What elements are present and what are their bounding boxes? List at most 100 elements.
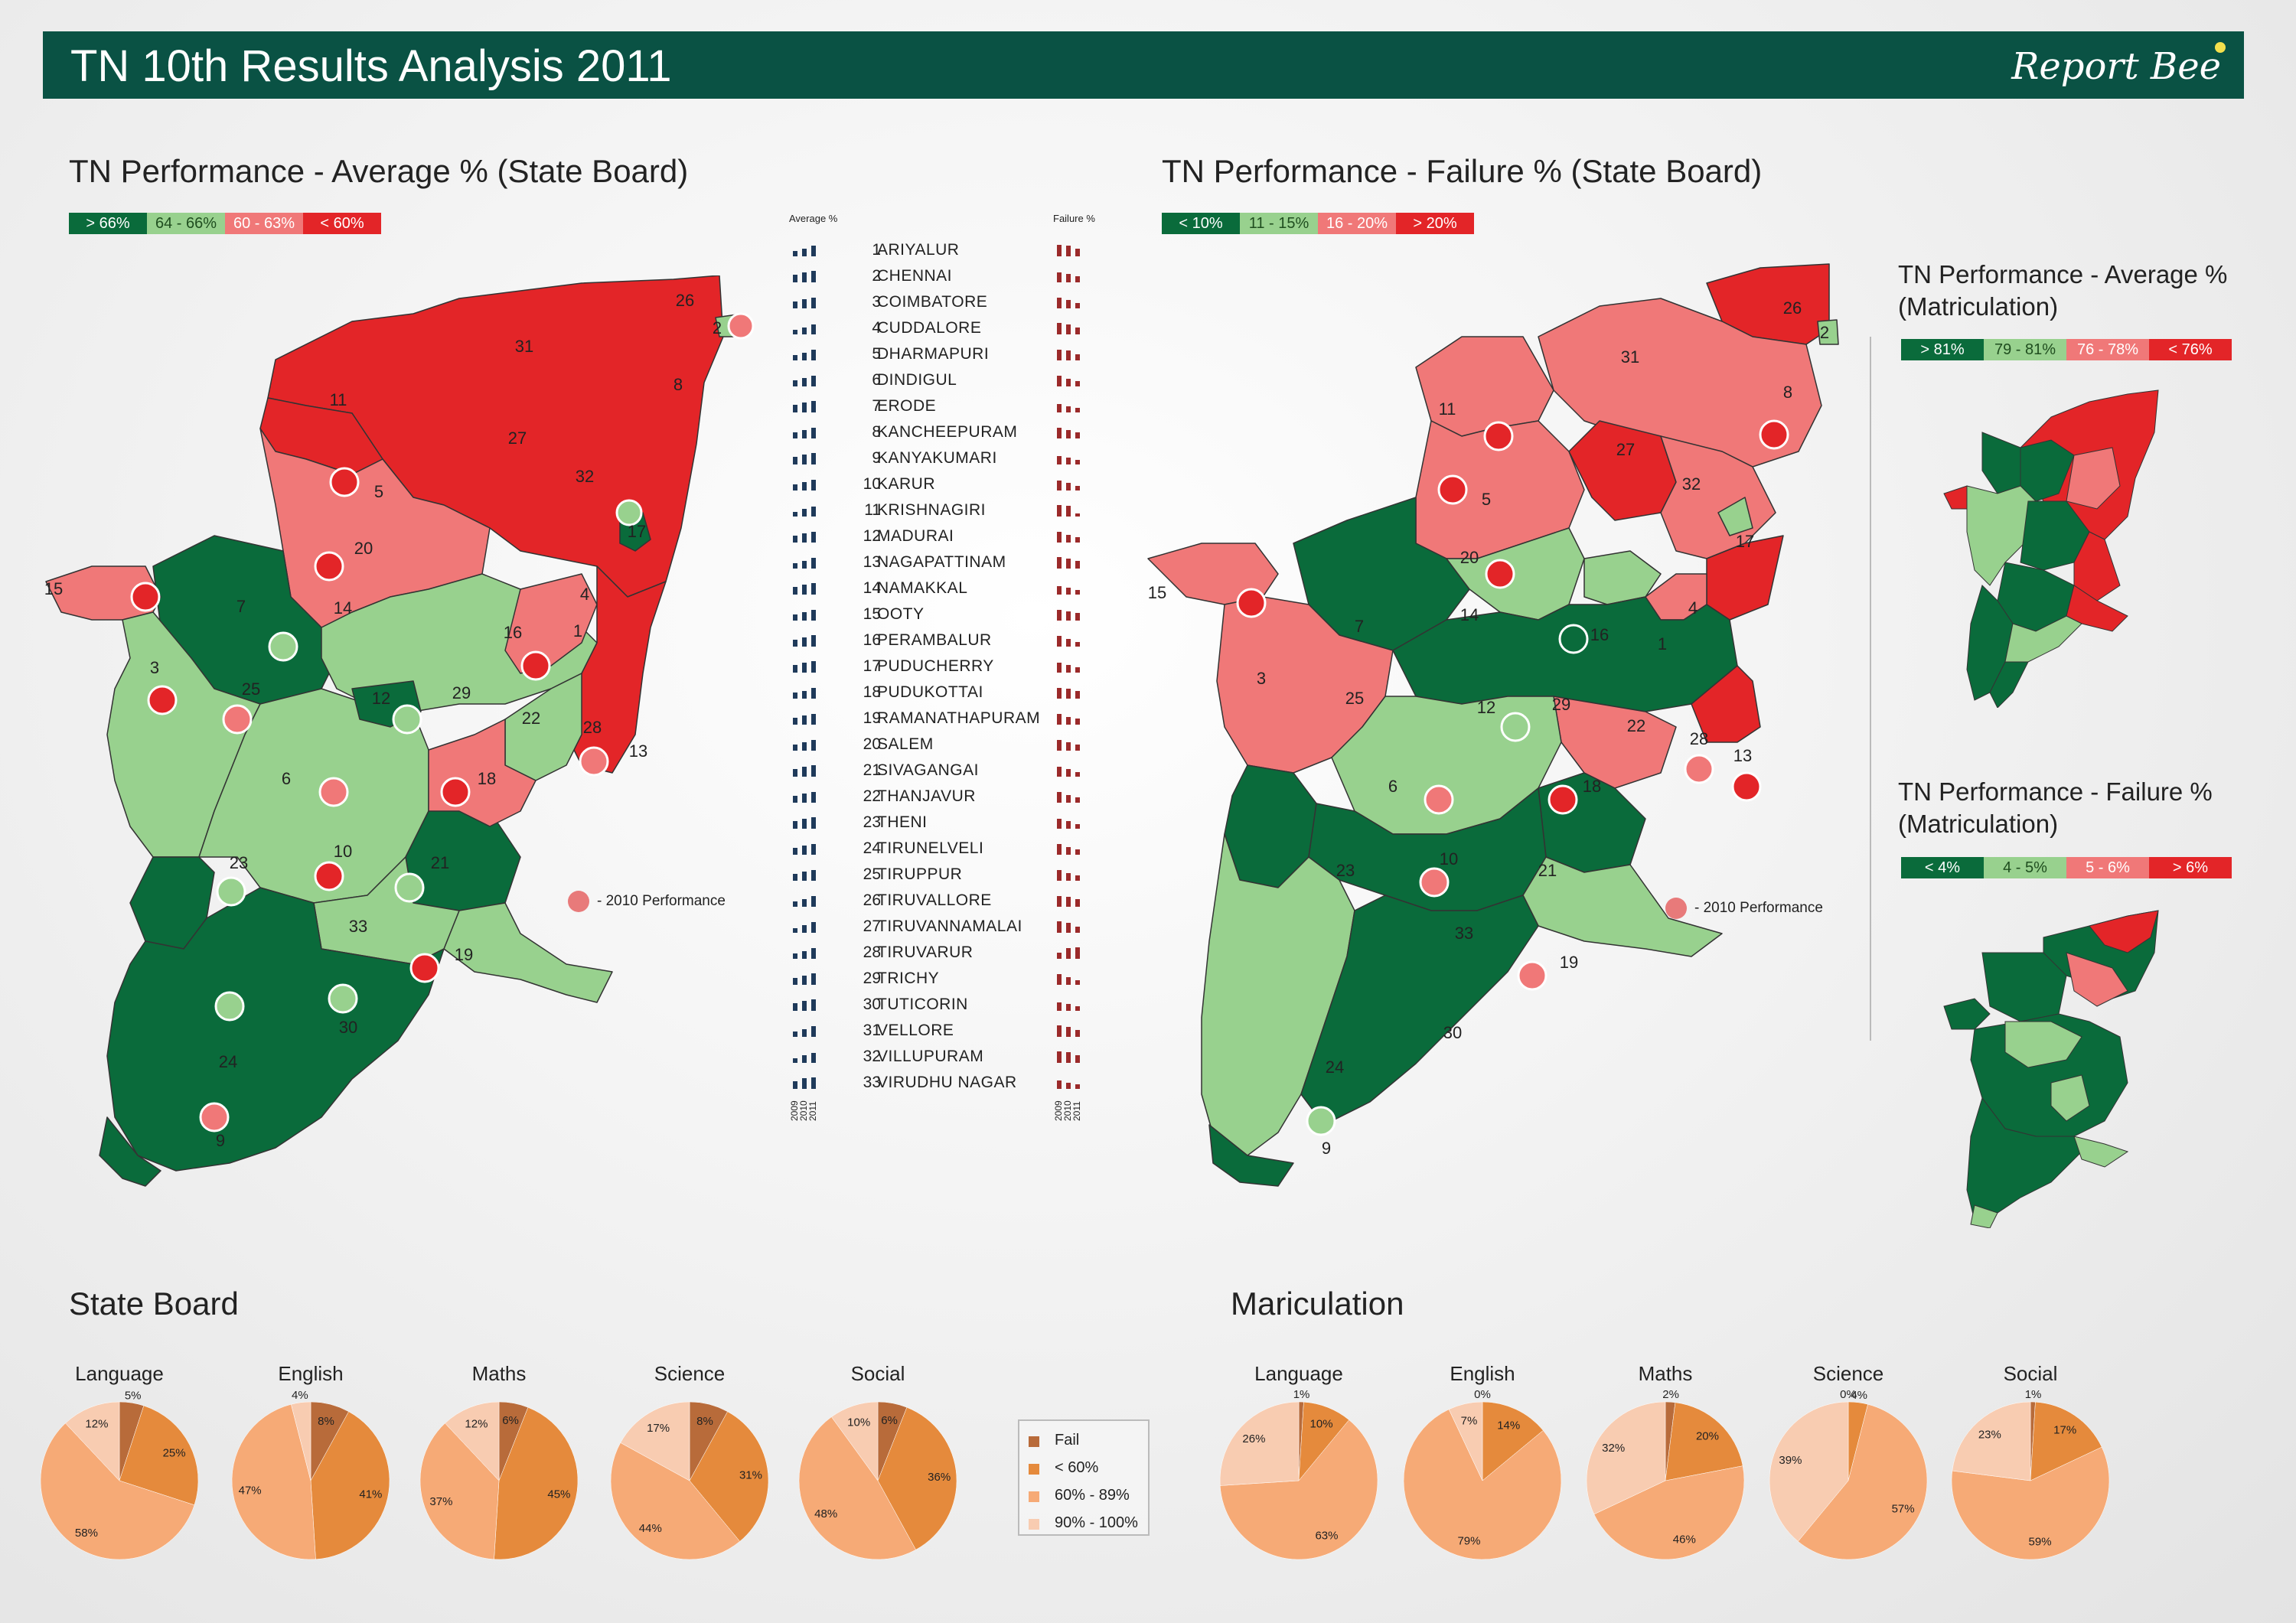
fail-bar (1057, 1002, 1062, 1011)
fail-bar (1075, 719, 1080, 725)
fail-bar (1057, 767, 1062, 777)
district-row: 31 VELLORE (789, 1018, 1126, 1045)
avg-bar (793, 769, 797, 777)
region-9 (1208, 1124, 1294, 1187)
district-name: KARUR (877, 475, 936, 493)
region-2 (1817, 319, 1839, 345)
svg-text:11: 11 (330, 390, 347, 409)
svg-text:20: 20 (354, 539, 373, 558)
pie-chart: English 0% 14% 79% 7% (1391, 1362, 1574, 1561)
district-name: KRISHNAGIRI (877, 501, 987, 519)
fail-bar (1066, 274, 1071, 282)
district-list: Average % Failure % 1 ARIYALUR 2 CHENNAI 3 CO… (789, 210, 1126, 1129)
avg-bar (811, 298, 816, 308)
fail-bar (1057, 1025, 1062, 1037)
district-row: 13 NAGAPATTINAM (789, 550, 1126, 576)
perf-dot (579, 746, 609, 777)
pie-slice (65, 1401, 120, 1481)
fail-bar (1066, 588, 1071, 595)
district-name: TUTICORIN (877, 996, 968, 1013)
district-name: TRICHY (877, 970, 940, 987)
avg-bar (802, 767, 807, 777)
pie-slice (1448, 1401, 1483, 1481)
avg-bar (793, 1058, 797, 1063)
pie-label: 10% (1310, 1417, 1333, 1430)
avg-bars (793, 348, 823, 360)
fail-bar (1066, 665, 1071, 673)
perf-dot (1500, 712, 1531, 742)
pie-label: 20% (1696, 1429, 1719, 1442)
state-board-title: State Board (69, 1286, 239, 1322)
pie-slice (610, 1442, 741, 1560)
fail-bars (1057, 869, 1088, 881)
fail-bar (1057, 557, 1062, 569)
avg-bar (793, 745, 797, 751)
district-name: OOTY (877, 605, 925, 623)
fail-bars (1057, 556, 1088, 569)
pie-label: 10% (847, 1416, 870, 1429)
district-row: 14 NAMAKKAL (789, 576, 1126, 602)
fail-bars (1057, 895, 1088, 907)
district-number: 13 (863, 553, 881, 571)
pie-label: 41% (359, 1488, 382, 1501)
svg-text:3: 3 (1257, 669, 1266, 688)
avg-bar (802, 637, 807, 647)
avg-bars (793, 1077, 823, 1089)
fail-bar (1066, 1027, 1071, 1037)
avg-bars (793, 530, 823, 543)
svg-text:22: 22 (522, 709, 540, 728)
fail-bar (1057, 505, 1062, 517)
pie-label: 0% (1840, 1388, 1857, 1401)
district-number: 16 (863, 631, 881, 649)
avg-bar (793, 330, 797, 334)
pie-title: English (1450, 1362, 1515, 1385)
avg-bars (793, 1025, 823, 1037)
fail-bar (1066, 897, 1071, 907)
avg-bar (793, 1031, 797, 1037)
avg-bars (793, 869, 823, 881)
fail-bar (1066, 300, 1071, 308)
fail-bars (1057, 530, 1088, 543)
matric-fail-legend: < 4% 4 - 5% 5 - 6% > 6% (1901, 857, 2232, 878)
fail-bar (1057, 481, 1062, 490)
avg-bar (793, 901, 797, 907)
fail-bar (1066, 506, 1071, 517)
avg-bar (811, 792, 816, 803)
fail-bar (1066, 246, 1071, 256)
pie-slice (445, 1401, 500, 1481)
svg-text:7: 7 (236, 597, 246, 616)
avg-bar (811, 350, 816, 360)
pie-slice (1951, 1446, 2110, 1560)
district-number: 11 (864, 501, 881, 519)
perf-dot (214, 991, 245, 1022)
header-bar: TN 10th Results Analysis 2011 Report Bee (43, 31, 2244, 99)
pie-svg: 5% 25% 58% 12% (40, 1389, 199, 1560)
fail-bar (1066, 535, 1071, 543)
fail-bar (1075, 613, 1080, 621)
avg-bar (793, 718, 797, 725)
avg-bar (802, 1001, 807, 1011)
avg-bars (793, 973, 823, 985)
legend-item: > 81% (1901, 339, 1984, 360)
pie-label: 0% (1474, 1388, 1491, 1401)
fail-bar (1057, 870, 1062, 881)
pie-label: 79% (1457, 1534, 1480, 1547)
district-row: 18 PUDUKOTTAI (789, 680, 1126, 706)
fail-bar (1066, 350, 1071, 360)
pie-slice (1665, 1402, 1743, 1481)
fail-bars (1057, 686, 1088, 699)
fail-bar (1075, 797, 1080, 803)
swatch (1029, 1464, 1039, 1475)
district-row: 23 THENI (789, 810, 1126, 836)
fail-bar (1057, 298, 1062, 308)
fail-bar (1066, 977, 1071, 985)
year-label: 2011 (1071, 1101, 1082, 1121)
fail-bar (1075, 1030, 1080, 1037)
avg-bars (793, 790, 823, 803)
svg-text:15: 15 (1148, 583, 1166, 602)
avg-bar (802, 1078, 807, 1089)
fail-bar (1057, 953, 1062, 959)
avg-bars (793, 895, 823, 907)
region-17 (1717, 497, 1753, 536)
